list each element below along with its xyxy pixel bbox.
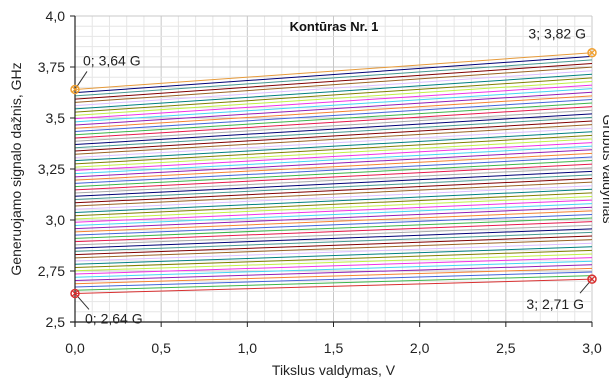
x-tick-label: 0,5 [151, 340, 171, 356]
annotations: 0; 3,64 G 3; 3,82 G 0; 2,64 G 3; 2,71 G [70, 26, 597, 326]
series-line [74, 224, 593, 246]
series-line [74, 181, 593, 207]
y-tick-label: 2,75 [38, 263, 65, 279]
series-line [74, 91, 593, 126]
series-line [74, 138, 593, 168]
annotation-label: 3; 2,71 G [526, 296, 584, 312]
series-line [74, 167, 593, 194]
series-line [74, 185, 593, 210]
series-line [74, 203, 593, 226]
annotation-marker-cross [71, 290, 79, 297]
annotation-marker [70, 288, 80, 299]
series-line [74, 210, 593, 233]
right-axis-title: Grubus valdymas [600, 115, 609, 224]
series-line [74, 278, 593, 294]
y-tick-label: 3,0 [46, 212, 66, 228]
series-line [74, 127, 593, 158]
annotation-marker [587, 47, 597, 58]
series-line [74, 113, 593, 145]
annotation-marker [587, 274, 597, 284]
annotation-marker-cross [588, 275, 596, 283]
series-line [74, 264, 593, 281]
annotation-label: 0; 2,64 G [85, 310, 143, 326]
series-line [74, 260, 593, 278]
series-line [74, 77, 593, 113]
x-tick-label: 0,0 [65, 340, 85, 356]
series-line [74, 124, 593, 155]
tick-labels: 0,0 0,5 1,0 1,5 2,0 2,5 3,0 2,5 2,75 3,0 3,25 3,5 3,… [38, 8, 602, 356]
series-line [74, 235, 593, 256]
series-line [74, 134, 593, 165]
series-line [74, 188, 593, 213]
series-line [74, 149, 593, 178]
series-line [74, 246, 593, 265]
x-tick-label: 1,5 [324, 340, 344, 356]
x-tick-label: 3,0 [582, 340, 602, 356]
series-line [74, 70, 593, 107]
series-line [74, 131, 593, 162]
series-line [74, 228, 593, 249]
chart-title: Kontūras Nr. 1 [290, 19, 379, 34]
series-line [74, 206, 593, 230]
series-line [74, 199, 593, 223]
x-tick-label: 2,0 [410, 340, 430, 356]
series-line [74, 239, 593, 259]
series-line [74, 152, 593, 181]
series-line [74, 192, 593, 217]
series-line [74, 52, 593, 90]
series-line [74, 160, 593, 188]
axes [70, 15, 593, 327]
x-tick-label: 1,0 [238, 340, 258, 356]
series-group [74, 52, 593, 294]
series-line [74, 249, 593, 269]
series-line [74, 178, 593, 204]
annotation-marker-cross [588, 49, 596, 57]
series-line [74, 80, 593, 116]
annotation-marker-cross [71, 86, 79, 93]
y-axis-title: Generuojamo signalo dažnis, GHz [8, 62, 24, 275]
series-line [74, 156, 593, 184]
series-line [74, 174, 593, 201]
series-line [74, 55, 593, 94]
series-line [74, 59, 593, 97]
series-line [74, 88, 593, 123]
y-tick-label: 3,25 [38, 161, 65, 177]
series-line [74, 271, 593, 288]
series-line [74, 73, 593, 110]
series-line [74, 98, 593, 133]
y-tick-label: 2,5 [46, 314, 66, 330]
series-line [74, 257, 593, 275]
series-line [74, 145, 593, 175]
series-line [74, 63, 593, 100]
series-line [74, 84, 593, 120]
series-line [74, 231, 593, 252]
series-line [74, 102, 593, 136]
y-tick-label: 3,75 [38, 59, 65, 75]
series-line [74, 170, 593, 197]
series-line [74, 221, 593, 243]
series-line [74, 195, 593, 220]
x-axis-title: Tikslus valdymas, V [272, 362, 396, 378]
series-line [74, 116, 593, 149]
series-line [74, 242, 593, 262]
annotation-label: 0; 3,64 G [83, 52, 141, 68]
series-line [74, 163, 593, 191]
series-line [74, 120, 593, 152]
annotation-marker [70, 84, 80, 95]
series-line [74, 267, 593, 285]
series-line [74, 109, 593, 142]
y-tick-label: 3,5 [46, 110, 66, 126]
series-line [74, 213, 593, 236]
series-line [74, 253, 593, 272]
series-line [74, 66, 593, 103]
series-line [74, 275, 593, 291]
y-tick-label: 4,0 [46, 8, 66, 24]
annotation-label: 3; 3,82 G [528, 26, 586, 42]
series-line [74, 106, 593, 139]
series-line [74, 95, 593, 129]
x-tick-label: 2,5 [496, 340, 516, 356]
series-line [74, 142, 593, 171]
series-line [74, 217, 593, 239]
